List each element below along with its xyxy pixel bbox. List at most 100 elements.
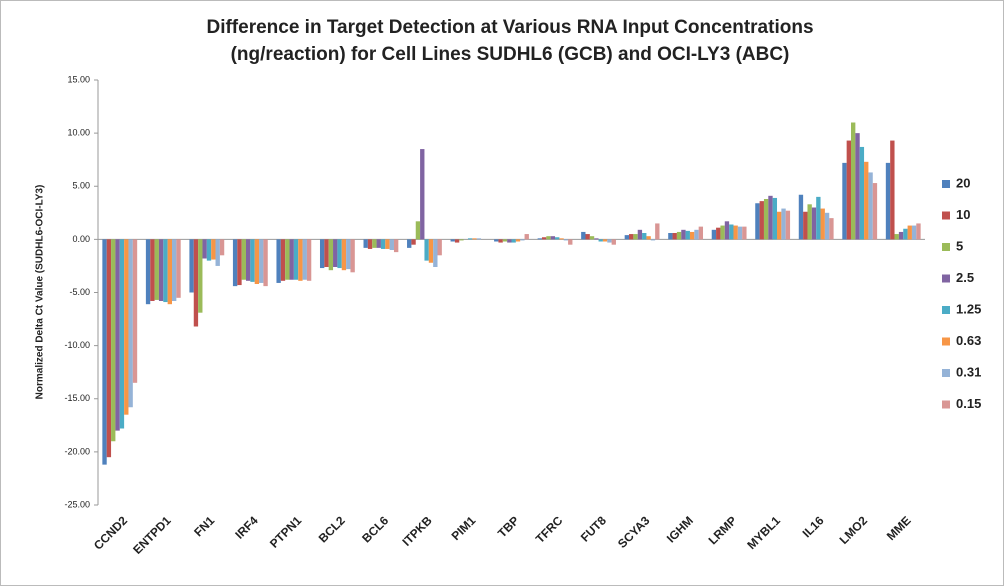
legend-label: 0.15 bbox=[956, 396, 981, 411]
legend-label: 2.5 bbox=[956, 270, 974, 285]
legend-swatch bbox=[942, 243, 950, 251]
bar bbox=[607, 239, 612, 243]
bar bbox=[145, 239, 151, 305]
x-tick-label: ENTPD1 bbox=[130, 513, 174, 557]
bar bbox=[433, 239, 438, 267]
bar bbox=[729, 224, 734, 240]
y-tick-label: -15.00 bbox=[64, 393, 90, 403]
bar bbox=[824, 212, 830, 240]
bar bbox=[376, 239, 381, 248]
bar bbox=[585, 234, 590, 240]
bar bbox=[681, 229, 686, 240]
bar bbox=[568, 239, 573, 245]
x-tick-label: TFRC bbox=[533, 513, 566, 546]
bar bbox=[132, 239, 138, 383]
bar bbox=[916, 223, 921, 240]
bar bbox=[302, 239, 307, 280]
bar bbox=[472, 238, 477, 240]
bar bbox=[842, 162, 847, 240]
bar bbox=[672, 233, 677, 240]
bar bbox=[698, 226, 704, 240]
bar bbox=[711, 229, 717, 240]
legend-swatch bbox=[942, 337, 950, 346]
bar bbox=[420, 149, 425, 240]
bar bbox=[115, 239, 120, 431]
bar bbox=[629, 234, 634, 240]
bar bbox=[855, 133, 860, 240]
x-tick-label: MME bbox=[884, 513, 914, 543]
bar bbox=[346, 239, 351, 270]
x-tick-label: CCND2 bbox=[91, 513, 130, 552]
bar bbox=[454, 239, 460, 243]
x-tick-label: MYBL1 bbox=[744, 513, 783, 552]
legend-label: 0.31 bbox=[956, 364, 981, 379]
bar bbox=[285, 239, 290, 280]
bar bbox=[372, 239, 377, 248]
bar bbox=[450, 239, 455, 242]
bar bbox=[716, 227, 721, 240]
bar bbox=[158, 239, 164, 301]
bar bbox=[407, 239, 412, 248]
bar bbox=[250, 239, 255, 282]
bar bbox=[846, 140, 852, 240]
bar bbox=[781, 208, 786, 240]
bar bbox=[119, 239, 125, 429]
x-tick-label: LRMP bbox=[706, 513, 740, 547]
bar bbox=[328, 239, 334, 271]
bar bbox=[102, 239, 107, 465]
legend-swatch bbox=[942, 211, 950, 220]
bar bbox=[633, 234, 638, 240]
bar bbox=[167, 239, 172, 305]
bar bbox=[389, 239, 394, 250]
legend-label: 0.63 bbox=[956, 333, 981, 348]
bar bbox=[498, 239, 503, 243]
bar bbox=[650, 239, 656, 241]
bar bbox=[851, 122, 856, 240]
bar bbox=[459, 239, 464, 241]
bar bbox=[898, 231, 904, 240]
x-tick-label: BCL6 bbox=[359, 513, 391, 545]
bar bbox=[885, 162, 891, 240]
bar bbox=[611, 239, 616, 245]
x-tick-label: LMO2 bbox=[837, 513, 871, 547]
bar bbox=[341, 239, 347, 271]
bar bbox=[589, 236, 595, 240]
y-tick-label: -10.00 bbox=[64, 340, 90, 350]
bar bbox=[189, 239, 194, 293]
bar bbox=[502, 239, 508, 242]
bar bbox=[555, 237, 560, 240]
legend-swatch bbox=[942, 274, 950, 283]
bar bbox=[289, 239, 294, 280]
bar bbox=[785, 210, 791, 240]
x-tick-label: BCL2 bbox=[316, 513, 348, 545]
bar bbox=[437, 239, 442, 256]
bar bbox=[546, 236, 551, 240]
bar bbox=[537, 238, 542, 240]
bar bbox=[646, 236, 651, 240]
bar bbox=[864, 161, 869, 240]
bar bbox=[206, 239, 212, 261]
y-tick-label: 15.00 bbox=[67, 74, 90, 84]
legend-swatch bbox=[942, 306, 950, 314]
legend-label: 5 bbox=[956, 238, 963, 253]
bar bbox=[759, 201, 764, 240]
bar bbox=[655, 223, 660, 240]
bar bbox=[385, 239, 390, 249]
y-tick-label: 5.00 bbox=[72, 181, 90, 191]
bar bbox=[559, 238, 564, 240]
bar bbox=[868, 172, 873, 240]
bar bbox=[176, 239, 181, 298]
bar bbox=[215, 239, 220, 266]
bar bbox=[689, 231, 695, 240]
bar bbox=[694, 229, 699, 240]
bar bbox=[668, 233, 673, 240]
bar bbox=[276, 239, 281, 283]
bar bbox=[337, 239, 342, 269]
bar bbox=[415, 221, 421, 240]
bar bbox=[755, 203, 760, 240]
bar bbox=[907, 225, 912, 240]
bar bbox=[298, 239, 303, 281]
bar bbox=[367, 239, 373, 249]
y-tick-label: 10.00 bbox=[67, 128, 90, 138]
